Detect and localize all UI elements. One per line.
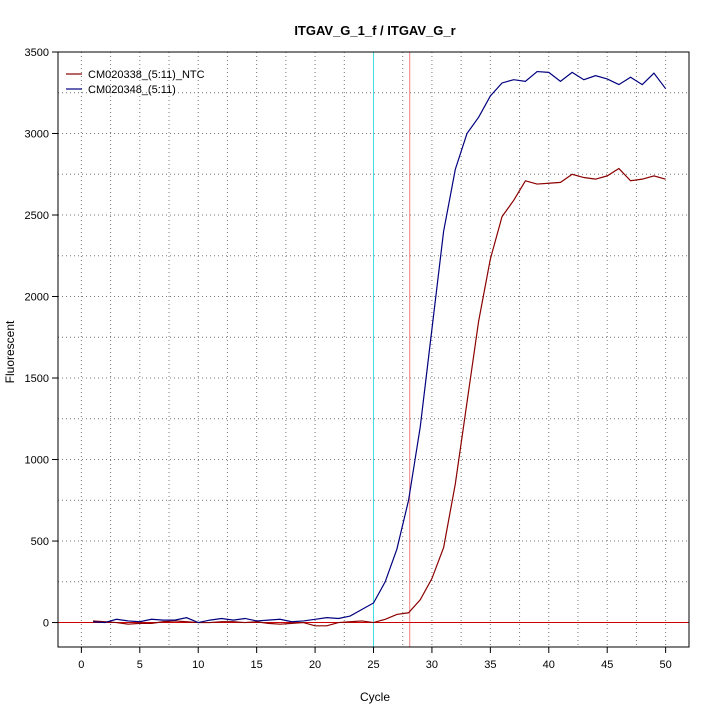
chart-title: ITGAV_G_1_f / ITGAV_G_r — [294, 23, 455, 38]
y-tick-label: 1000 — [25, 455, 49, 467]
y-tick-label: 3000 — [25, 129, 49, 141]
legend-label: CM020348_(5:11) — [88, 84, 176, 96]
x-axis-label: Cycle — [360, 690, 390, 704]
x-tick-label: 15 — [251, 659, 263, 671]
legend-label: CM020338_(5:11)_NTC — [88, 69, 205, 81]
y-tick-label: 2500 — [25, 210, 49, 222]
y-axis: 0 500 1000 1500 2000 2500 3000 3500 — [25, 47, 58, 630]
x-tick-label: 40 — [543, 659, 555, 671]
legend: CM020338_(5:11)_NTC CM020348_(5:11) — [66, 69, 205, 96]
x-tick-label: 30 — [426, 659, 438, 671]
x-tick-label: 50 — [660, 659, 672, 671]
y-axis-label: Fluorescent — [3, 320, 17, 383]
x-tick-label: 5 — [137, 659, 143, 671]
series-lines — [93, 70, 667, 627]
reference-lines — [58, 52, 689, 647]
y-tick-label: 0 — [43, 618, 49, 630]
x-axis: 0 5 10 15 20 25 30 35 40 45 50 — [78, 647, 672, 671]
x-tick-label: 35 — [484, 659, 496, 671]
x-tick-label: 25 — [367, 659, 379, 671]
x-tick-label: 20 — [309, 659, 321, 671]
y-tick-label: 500 — [31, 536, 49, 548]
x-tick-label: 45 — [601, 659, 613, 671]
x-tick-label: 0 — [78, 659, 84, 671]
y-tick-label: 1500 — [25, 373, 49, 385]
y-tick-label: 3500 — [25, 47, 49, 59]
series-line — [93, 70, 667, 624]
x-tick-label: 10 — [192, 659, 204, 671]
y-tick-label: 2000 — [25, 292, 49, 304]
series-line — [93, 167, 666, 627]
